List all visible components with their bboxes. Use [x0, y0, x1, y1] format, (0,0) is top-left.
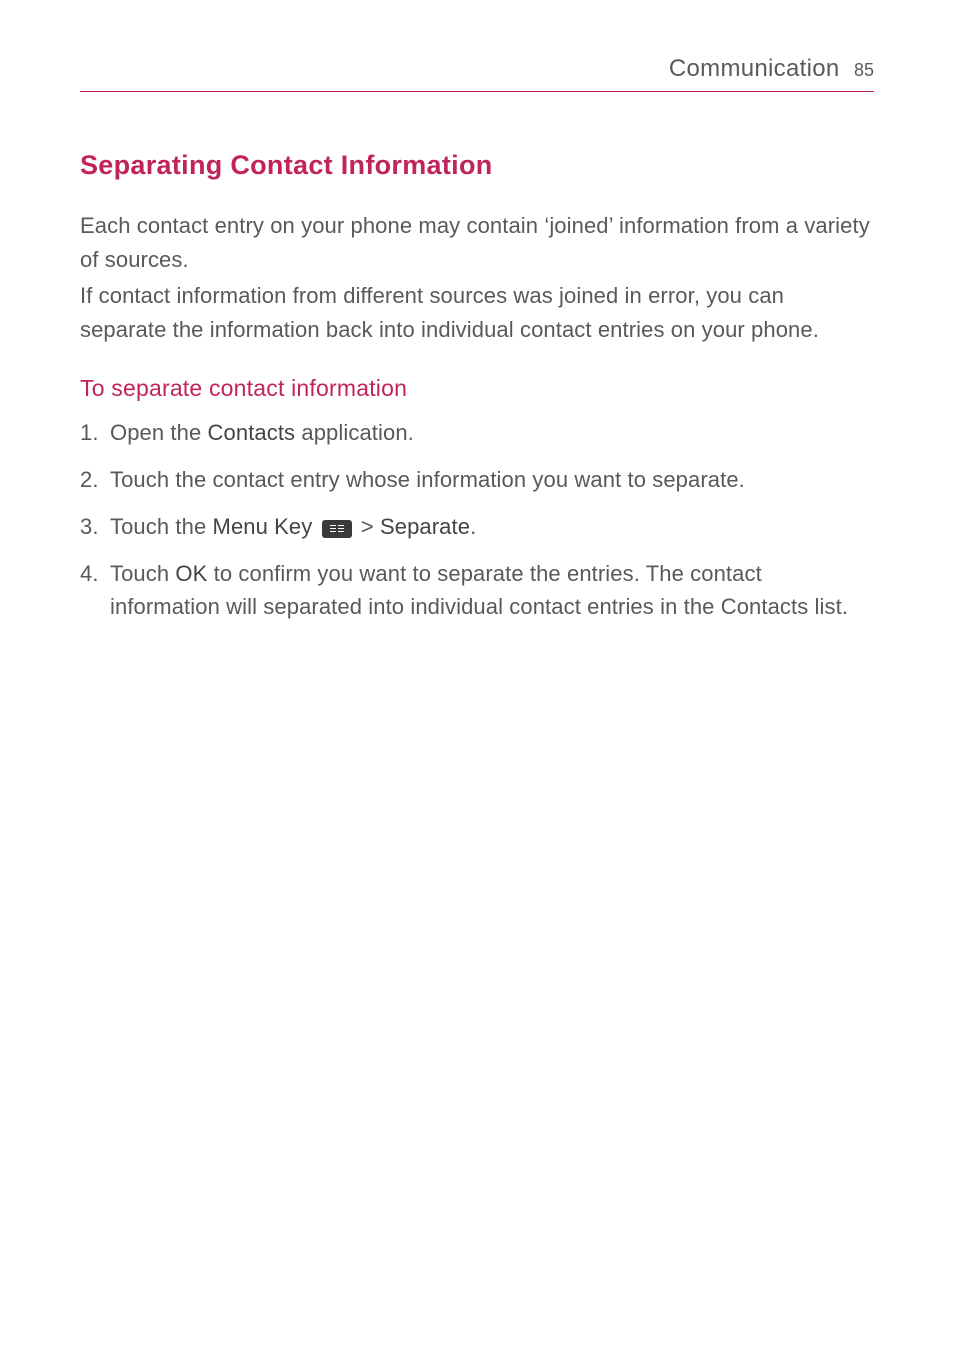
- step-list: Open the Contacts application. Touch the…: [80, 416, 874, 623]
- step-item: Touch OK to confirm you want to separate…: [80, 557, 874, 623]
- step-text: .: [470, 514, 476, 539]
- step-item: Open the Contacts application.: [80, 416, 874, 449]
- section-heading: Separating Contact Information: [80, 150, 874, 181]
- step-text: Open the: [110, 420, 208, 445]
- intro-paragraph-2: If contact information from different so…: [80, 279, 874, 347]
- header-page-number: 85: [854, 60, 874, 80]
- header-chapter-title: Communication: [669, 55, 840, 82]
- page-header: Communication 85: [80, 55, 874, 92]
- step-text: Touch: [110, 561, 175, 586]
- step-text: >: [355, 514, 380, 539]
- step-text: Touch the: [110, 514, 213, 539]
- step-text: application.: [295, 420, 414, 445]
- subsection-heading: To separate contact information: [80, 375, 874, 402]
- step-bold: OK: [175, 561, 207, 586]
- step-text: [312, 514, 318, 539]
- step-text: Touch the contact entry whose informatio…: [110, 467, 745, 492]
- step-bold: Menu Key: [213, 514, 313, 539]
- step-item: Touch the contact entry whose informatio…: [80, 463, 874, 496]
- step-bold: Separate: [380, 514, 470, 539]
- menu-key-icon: [322, 520, 352, 538]
- step-bold: Contacts: [208, 420, 296, 445]
- intro-paragraph-1: Each contact entry on your phone may con…: [80, 209, 874, 277]
- step-text: to confirm you want to separate the entr…: [110, 561, 848, 619]
- step-item: Touch the Menu Key > Separate.: [80, 510, 874, 543]
